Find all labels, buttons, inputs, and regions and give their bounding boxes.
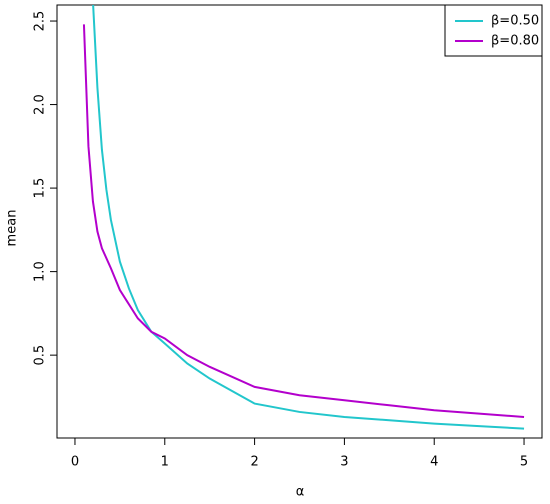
y-tick-label: 2.0 (33, 94, 48, 115)
x-tick-label: 5 (520, 455, 528, 470)
x-tick-label: 2 (250, 455, 258, 470)
legend-box (444, 4, 543, 57)
y-tick-label: 2.5 (33, 11, 48, 32)
y-axis-label: mean (5, 210, 20, 247)
y-tick-label: 1.5 (33, 178, 48, 199)
plot-frame (56, 4, 543, 439)
x-tick-label: 4 (430, 455, 438, 470)
x-tick-label: 3 (340, 455, 348, 470)
x-axis-label: α (296, 485, 305, 500)
y-tick-label: 0.5 (33, 345, 48, 366)
legend-label: β=0.50 (491, 14, 539, 29)
x-tick-label: 0 (71, 455, 79, 470)
x-tick-label: 1 (161, 455, 169, 470)
legend-label: β=0.80 (491, 34, 539, 49)
line-series (92, 5, 525, 430)
plot-area (82, 5, 525, 430)
y-tick-label: 1.0 (33, 261, 48, 282)
line-series (82, 24, 525, 418)
